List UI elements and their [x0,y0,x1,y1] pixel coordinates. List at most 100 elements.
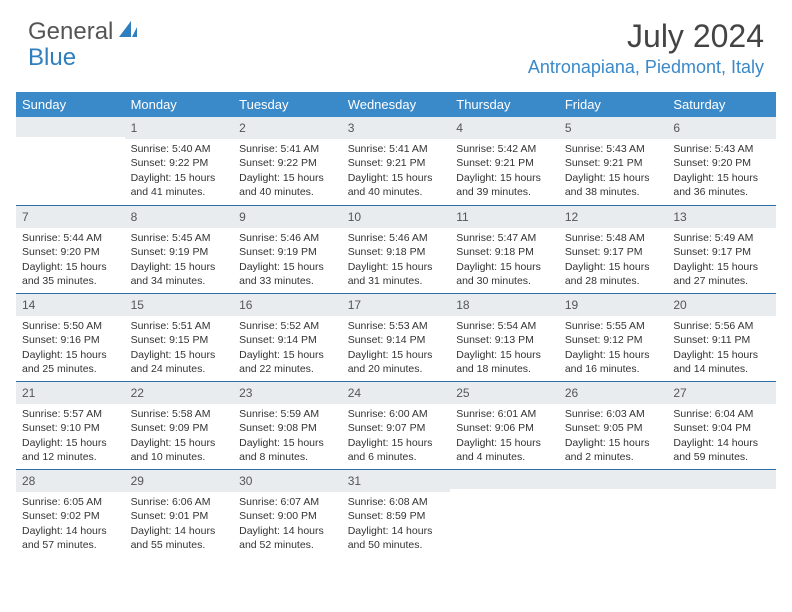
location-label: Antronapiana, Piedmont, Italy [528,57,764,78]
calendar-day-cell: 14Sunrise: 5:50 AMSunset: 9:16 PMDayligh… [16,293,125,381]
day-number: 24 [342,381,451,404]
calendar-day-cell: 15Sunrise: 5:51 AMSunset: 9:15 PMDayligh… [125,293,234,381]
calendar-day-cell: 12Sunrise: 5:48 AMSunset: 9:17 PMDayligh… [559,205,668,293]
page-header: General July 2024 Antronapiana, Piedmont… [0,0,792,84]
day-number: 26 [559,381,668,404]
day-content: Sunrise: 6:06 AMSunset: 9:01 PMDaylight:… [125,492,234,556]
logo: General [28,18,141,46]
calendar-head: SundayMondayTuesdayWednesdayThursdayFrid… [16,92,776,117]
weekday-header: Wednesday [342,92,451,117]
day-content: Sunrise: 5:59 AMSunset: 9:08 PMDaylight:… [233,404,342,468]
day-content: Sunrise: 6:07 AMSunset: 9:00 PMDaylight:… [233,492,342,556]
day-number: 29 [125,469,234,492]
calendar-day-cell: 1Sunrise: 5:40 AMSunset: 9:22 PMDaylight… [125,117,234,205]
calendar-day-cell: 22Sunrise: 5:58 AMSunset: 9:09 PMDayligh… [125,381,234,469]
day-content: Sunrise: 5:48 AMSunset: 9:17 PMDaylight:… [559,228,668,292]
day-content: Sunrise: 5:49 AMSunset: 9:17 PMDaylight:… [667,228,776,292]
calendar-day-cell [450,469,559,557]
month-title: July 2024 [528,18,764,55]
calendar-day-cell: 26Sunrise: 6:03 AMSunset: 9:05 PMDayligh… [559,381,668,469]
day-number: 20 [667,293,776,316]
calendar-day-cell: 7Sunrise: 5:44 AMSunset: 9:20 PMDaylight… [16,205,125,293]
day-content: Sunrise: 6:01 AMSunset: 9:06 PMDaylight:… [450,404,559,468]
calendar-day-cell: 6Sunrise: 5:43 AMSunset: 9:20 PMDaylight… [667,117,776,205]
day-number [450,469,559,489]
day-number: 9 [233,205,342,228]
day-content: Sunrise: 5:41 AMSunset: 9:21 PMDaylight:… [342,139,451,203]
calendar-day-cell: 28Sunrise: 6:05 AMSunset: 9:02 PMDayligh… [16,469,125,557]
header-right: July 2024 Antronapiana, Piedmont, Italy [528,18,764,78]
day-content: Sunrise: 5:46 AMSunset: 9:18 PMDaylight:… [342,228,451,292]
day-content: Sunrise: 6:08 AMSunset: 8:59 PMDaylight:… [342,492,451,556]
calendar-day-cell: 9Sunrise: 5:46 AMSunset: 9:19 PMDaylight… [233,205,342,293]
day-content: Sunrise: 6:00 AMSunset: 9:07 PMDaylight:… [342,404,451,468]
day-content: Sunrise: 5:53 AMSunset: 9:14 PMDaylight:… [342,316,451,380]
calendar-day-cell: 30Sunrise: 6:07 AMSunset: 9:00 PMDayligh… [233,469,342,557]
day-number: 18 [450,293,559,316]
day-number: 31 [342,469,451,492]
day-content: Sunrise: 6:04 AMSunset: 9:04 PMDaylight:… [667,404,776,468]
calendar-day-cell: 21Sunrise: 5:57 AMSunset: 9:10 PMDayligh… [16,381,125,469]
calendar-day-cell: 27Sunrise: 6:04 AMSunset: 9:04 PMDayligh… [667,381,776,469]
calendar-day-cell: 16Sunrise: 5:52 AMSunset: 9:14 PMDayligh… [233,293,342,381]
day-number: 8 [125,205,234,228]
day-content: Sunrise: 5:57 AMSunset: 9:10 PMDaylight:… [16,404,125,468]
day-content: Sunrise: 5:58 AMSunset: 9:09 PMDaylight:… [125,404,234,468]
day-content: Sunrise: 5:43 AMSunset: 9:20 PMDaylight:… [667,139,776,203]
day-content: Sunrise: 5:41 AMSunset: 9:22 PMDaylight:… [233,139,342,203]
day-content: Sunrise: 5:42 AMSunset: 9:21 PMDaylight:… [450,139,559,203]
day-content: Sunrise: 5:47 AMSunset: 9:18 PMDaylight:… [450,228,559,292]
day-number: 19 [559,293,668,316]
day-number: 6 [667,117,776,139]
calendar-day-cell: 10Sunrise: 5:46 AMSunset: 9:18 PMDayligh… [342,205,451,293]
day-content: Sunrise: 5:52 AMSunset: 9:14 PMDaylight:… [233,316,342,380]
logo-text-a: General [28,18,113,46]
day-number: 11 [450,205,559,228]
day-content: Sunrise: 5:40 AMSunset: 9:22 PMDaylight:… [125,139,234,203]
day-content: Sunrise: 5:46 AMSunset: 9:19 PMDaylight:… [233,228,342,292]
day-content: Sunrise: 5:55 AMSunset: 9:12 PMDaylight:… [559,316,668,380]
day-number: 4 [450,117,559,139]
calendar-table: SundayMondayTuesdayWednesdayThursdayFrid… [16,92,776,557]
day-number: 2 [233,117,342,139]
weekday-header: Sunday [16,92,125,117]
calendar-day-cell [667,469,776,557]
calendar-day-cell: 25Sunrise: 6:01 AMSunset: 9:06 PMDayligh… [450,381,559,469]
calendar-day-cell: 29Sunrise: 6:06 AMSunset: 9:01 PMDayligh… [125,469,234,557]
day-number: 1 [125,117,234,139]
calendar-week-row: 28Sunrise: 6:05 AMSunset: 9:02 PMDayligh… [16,469,776,557]
day-number: 14 [16,293,125,316]
day-content: Sunrise: 5:50 AMSunset: 9:16 PMDaylight:… [16,316,125,380]
day-content: Sunrise: 5:44 AMSunset: 9:20 PMDaylight:… [16,228,125,292]
calendar-day-cell [16,117,125,205]
day-number: 30 [233,469,342,492]
day-number: 7 [16,205,125,228]
day-number [16,117,125,137]
calendar-day-cell: 4Sunrise: 5:42 AMSunset: 9:21 PMDaylight… [450,117,559,205]
calendar-day-cell: 18Sunrise: 5:54 AMSunset: 9:13 PMDayligh… [450,293,559,381]
day-number: 17 [342,293,451,316]
day-content: Sunrise: 5:43 AMSunset: 9:21 PMDaylight:… [559,139,668,203]
weekday-header: Saturday [667,92,776,117]
day-number: 5 [559,117,668,139]
day-number: 23 [233,381,342,404]
day-number: 15 [125,293,234,316]
day-number: 16 [233,293,342,316]
calendar-week-row: 14Sunrise: 5:50 AMSunset: 9:16 PMDayligh… [16,293,776,381]
day-content: Sunrise: 5:56 AMSunset: 9:11 PMDaylight:… [667,316,776,380]
calendar-day-cell: 5Sunrise: 5:43 AMSunset: 9:21 PMDaylight… [559,117,668,205]
day-number: 22 [125,381,234,404]
day-number: 13 [667,205,776,228]
day-content: Sunrise: 5:54 AMSunset: 9:13 PMDaylight:… [450,316,559,380]
day-content: Sunrise: 6:05 AMSunset: 9:02 PMDaylight:… [16,492,125,556]
calendar-day-cell: 23Sunrise: 5:59 AMSunset: 9:08 PMDayligh… [233,381,342,469]
weekday-header: Tuesday [233,92,342,117]
calendar-day-cell: 8Sunrise: 5:45 AMSunset: 9:19 PMDaylight… [125,205,234,293]
calendar-day-cell: 13Sunrise: 5:49 AMSunset: 9:17 PMDayligh… [667,205,776,293]
calendar-day-cell: 2Sunrise: 5:41 AMSunset: 9:22 PMDaylight… [233,117,342,205]
calendar-week-row: 1Sunrise: 5:40 AMSunset: 9:22 PMDaylight… [16,117,776,205]
calendar-week-row: 21Sunrise: 5:57 AMSunset: 9:10 PMDayligh… [16,381,776,469]
day-content: Sunrise: 5:51 AMSunset: 9:15 PMDaylight:… [125,316,234,380]
weekday-header: Monday [125,92,234,117]
calendar-day-cell: 19Sunrise: 5:55 AMSunset: 9:12 PMDayligh… [559,293,668,381]
